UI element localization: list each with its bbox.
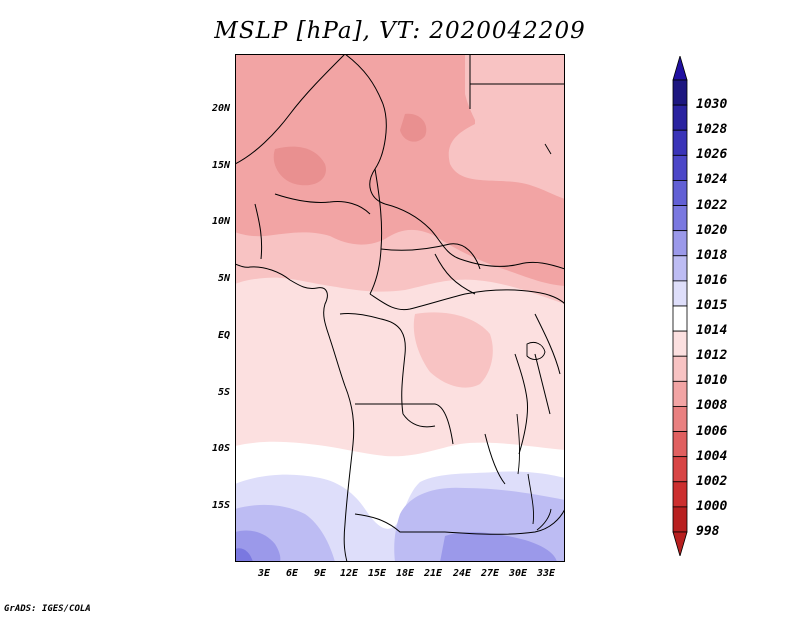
colorbar-label: 1016 <box>696 272 728 288</box>
x-tick-label: 33E <box>536 568 556 579</box>
colorbar-label: 1008 <box>696 398 728 414</box>
field-low-core-2 <box>400 113 427 142</box>
colorbar-label: 1006 <box>696 423 728 439</box>
map-frame <box>235 54 565 562</box>
y-tick-label: 15S <box>211 500 230 511</box>
coastlines-and-borders <box>235 54 565 562</box>
colorbar-label: 1030 <box>696 97 728 113</box>
y-tick-label: 20N <box>211 103 230 114</box>
colorbar-segment <box>672 380 688 407</box>
colorbar-label: 1010 <box>696 373 728 389</box>
y-tick-label: 10S <box>211 443 230 454</box>
colorbar-label: 1015 <box>696 298 728 313</box>
x-tick-label: 12E <box>339 568 359 579</box>
lakes <box>516 143 552 531</box>
colorbar-label: 1026 <box>696 147 728 163</box>
field-low-core-1 <box>273 146 326 186</box>
chart-title: MSLP [hPa], VT: 2020042209 <box>214 18 586 44</box>
y-tick-label: 5S <box>217 387 230 398</box>
colorbar-label: 1012 <box>696 348 728 364</box>
colorbar-segment <box>672 456 688 483</box>
colorbar-top-arrow <box>672 56 688 81</box>
colorbar-segment <box>672 355 688 382</box>
field-1008-region <box>235 54 565 286</box>
field-1012-center <box>295 294 440 317</box>
colorbar-segment <box>672 481 688 508</box>
mslp-map <box>235 54 565 562</box>
y-tick-label: 10N <box>211 216 230 227</box>
colorbar-label: 1020 <box>696 222 728 238</box>
field-1018-southeast <box>440 532 557 562</box>
y-tick-label: 5N <box>217 273 230 284</box>
colorbar-segment <box>672 79 688 106</box>
colorbar-segment <box>672 180 688 206</box>
colorbar-segment <box>672 230 688 257</box>
x-tick-label: 3E <box>257 568 271 579</box>
y-tick-label: EQ <box>217 330 230 341</box>
colorbar-segment <box>672 305 688 332</box>
colorbar-segment <box>672 205 688 232</box>
x-tick-label: 15E <box>367 568 387 579</box>
field-1010-east-lobe <box>413 312 493 388</box>
x-tick-label: 30E <box>508 568 528 579</box>
x-tick-label: 18E <box>395 568 415 579</box>
colorbar-label: 1028 <box>696 122 728 138</box>
colorbar-bottom-arrow <box>672 531 688 556</box>
y-tick-label: 15N <box>211 160 230 171</box>
colorbar-label: 1022 <box>696 197 728 213</box>
colorbar-label: 1014 <box>696 323 728 339</box>
grads-credit: GrADS: IGES/COLA <box>4 604 91 614</box>
x-tick-label: 27E <box>480 568 500 579</box>
colorbar-segment <box>672 154 688 181</box>
colorbar <box>672 56 688 556</box>
colorbar-segment <box>672 280 688 307</box>
x-tick-label: 6E <box>285 568 299 579</box>
colorbar-label: 998 <box>696 524 720 539</box>
colorbar-segment <box>672 129 688 156</box>
x-tick-label: 9E <box>313 568 327 579</box>
colorbar-label: 1002 <box>696 473 728 489</box>
colorbar-segment <box>672 330 688 357</box>
field-1020-corner <box>235 548 253 562</box>
colorbar-segment <box>672 406 688 432</box>
x-tick-label: 21E <box>423 568 443 579</box>
colorbar-label: 1000 <box>696 498 728 514</box>
colorbar-label: 1004 <box>696 448 728 464</box>
x-tick-label: 24E <box>452 568 472 579</box>
colorbar-segment <box>672 506 688 533</box>
colorbar-segment <box>672 104 688 131</box>
colorbar-label: 1024 <box>696 172 728 188</box>
colorbar-segment <box>672 255 688 282</box>
colorbar-label: 1018 <box>696 247 728 263</box>
colorbar-segment <box>672 431 688 458</box>
